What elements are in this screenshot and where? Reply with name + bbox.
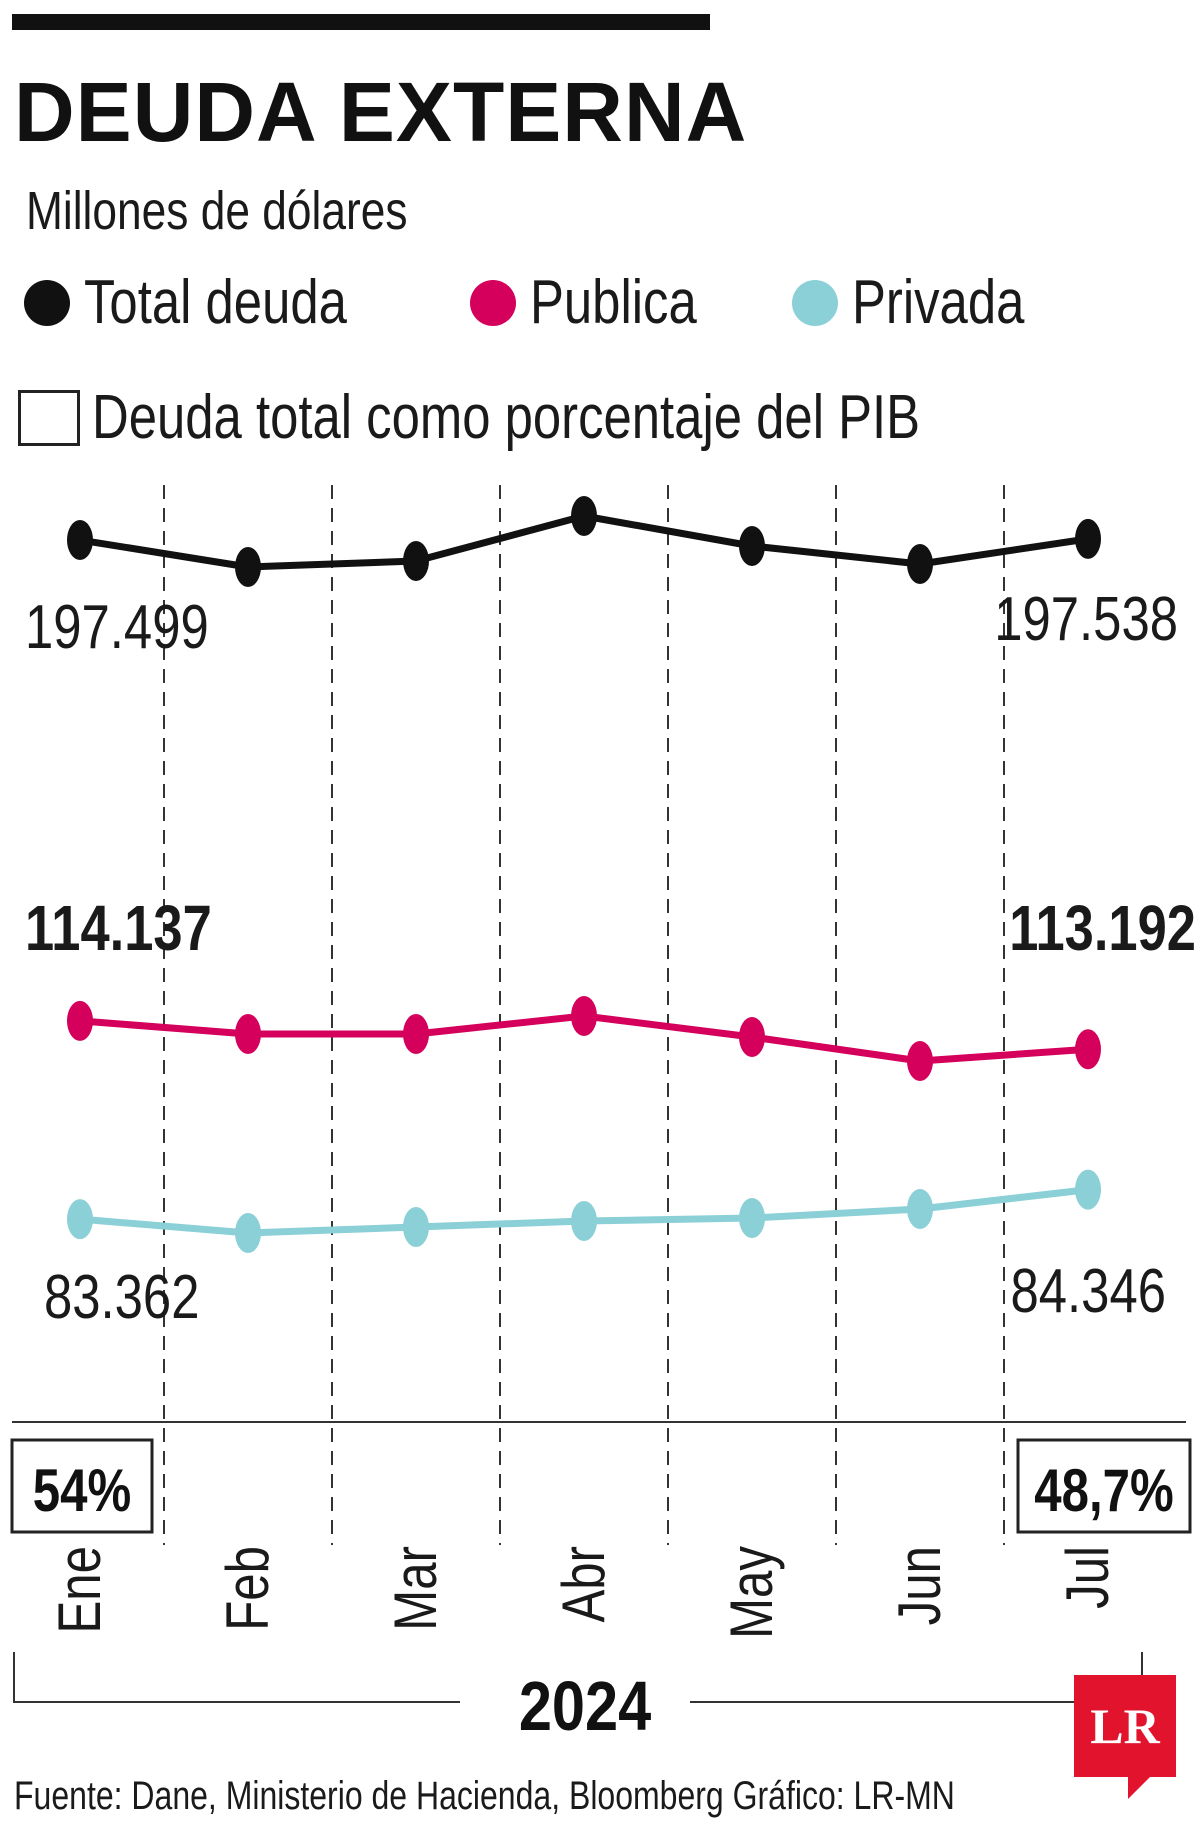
tick-label-jul: Jul — [1053, 1546, 1121, 1609]
label-publica-last: 113.192 — [1009, 893, 1196, 964]
legend-label-publica: Publica — [530, 268, 697, 337]
lr-logo-tail — [1128, 1777, 1150, 1799]
point-publica-ene — [67, 1000, 93, 1041]
legend-dot-privada — [792, 280, 838, 326]
pib-box-first-text: 54% — [33, 1456, 131, 1524]
label-total-last: 197.538 — [994, 585, 1178, 654]
label-privada-last: 84.346 — [1011, 1257, 1166, 1326]
legend-label-total: Total deuda — [84, 268, 347, 337]
tick-label-mar: Mar — [381, 1546, 449, 1631]
point-total-feb — [235, 547, 261, 587]
point-total-ene — [67, 520, 93, 561]
value-labels: 197.499 197.538 114.137 113.192 83.362 84.346 — [25, 585, 1196, 1332]
point-privada-jun — [907, 1189, 933, 1229]
tick-label-may: May — [717, 1545, 785, 1638]
label-publica-first: 114.137 — [25, 893, 212, 964]
point-total-mar — [403, 541, 429, 581]
pib-box-last-text: 48,7% — [1034, 1456, 1173, 1524]
legend-label-pib: Deuda total como porcentaje del PIB — [92, 383, 921, 452]
series-layer — [67, 496, 1101, 1253]
point-publica-mar — [403, 1014, 429, 1054]
point-privada-jul — [1075, 1169, 1101, 1210]
legend-dot-total — [24, 280, 70, 326]
point-privada-feb — [235, 1213, 261, 1253]
top-rule — [12, 14, 710, 30]
point-total-jun — [907, 544, 933, 584]
point-privada-may — [739, 1198, 765, 1238]
label-total-first: 197.499 — [25, 593, 209, 662]
chart-subtitle: Millones de dólares — [26, 181, 408, 241]
point-publica-jun — [907, 1041, 933, 1081]
pib-box-first-frame — [10, 1438, 154, 1534]
tick-label-ene: Ene — [45, 1546, 113, 1634]
legend-pib-box — [18, 390, 80, 446]
lr-logo: LR — [1074, 1675, 1176, 1777]
tick-label-jun: Jun — [885, 1546, 953, 1625]
point-publica-abr — [571, 996, 597, 1036]
year-bracket-left — [13, 1652, 460, 1703]
x-axis: 54% 48,7% Ene Feb Mar Abr May Jun Jul 2024 — [10, 1438, 1192, 1745]
pib-box-last-frame — [1016, 1438, 1192, 1534]
chart-title: DEUDA EXTERNA — [14, 65, 748, 159]
point-privada-abr — [571, 1201, 597, 1241]
tick-label-feb: Feb — [213, 1546, 281, 1631]
legend-item-total: Total deuda — [24, 272, 405, 334]
legend-dot-publica — [470, 280, 516, 326]
point-publica-may — [739, 1017, 765, 1057]
legend-item-publica: Publica — [470, 272, 733, 334]
point-total-abr — [571, 496, 597, 536]
point-privada-ene — [67, 1199, 93, 1240]
tick-label-abr: Abr — [549, 1546, 617, 1623]
point-total-may — [739, 526, 765, 566]
label-privada-first: 83.362 — [44, 1263, 199, 1332]
point-total-jul — [1075, 518, 1101, 559]
legend-label-privada: Privada — [852, 268, 1025, 337]
legend-item-privada: Privada — [792, 272, 1062, 334]
point-privada-mar — [403, 1207, 429, 1247]
grid-lines — [12, 485, 1186, 1545]
year-label: 2024 — [519, 1666, 651, 1745]
source-note: Fuente: Dane, Ministerio de Hacienda, Bl… — [14, 1774, 955, 1818]
point-publica-jul — [1075, 1029, 1101, 1070]
point-publica-feb — [235, 1014, 261, 1054]
